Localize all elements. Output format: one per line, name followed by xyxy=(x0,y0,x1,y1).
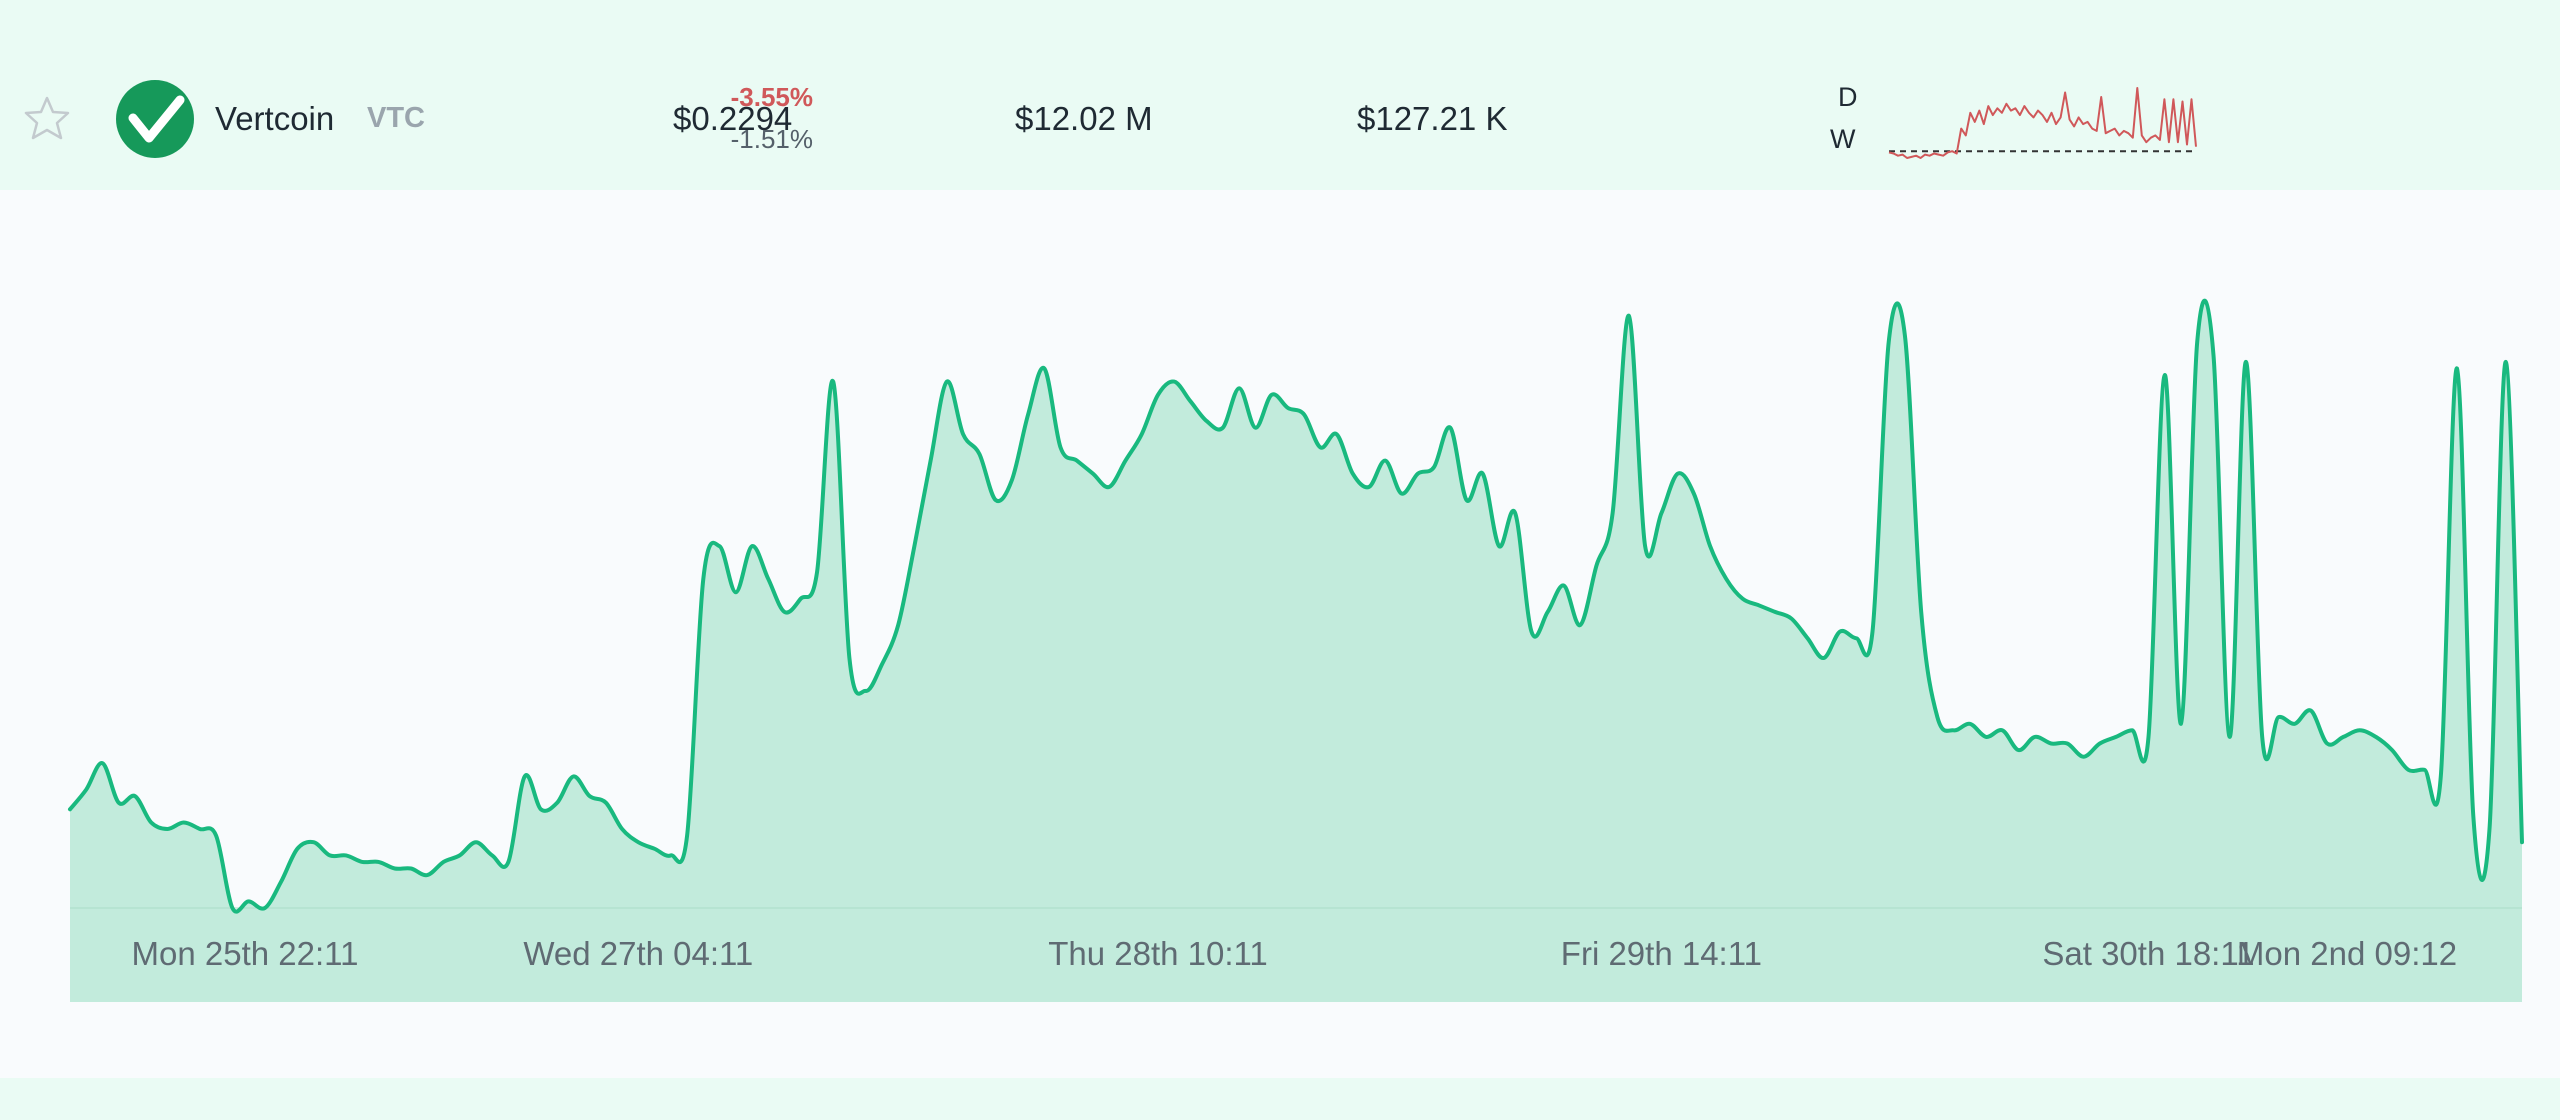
star-outline-icon[interactable] xyxy=(22,94,72,144)
price-chart-panel: Mon 25th 22:11 Wed 27th 04:11 Thu 28th 10:… xyxy=(0,190,2560,1078)
volume: $127.21 K xyxy=(1357,100,1508,137)
x-tick-label: Mon 25th 22:11 xyxy=(132,935,359,972)
price-chart: Mon 25th 22:11 Wed 27th 04:11 Thu 28th 10:… xyxy=(68,298,2524,1002)
x-tick-label: Sat 30th 18:11 xyxy=(2042,935,2254,972)
price-line xyxy=(68,298,2524,914)
coin-row[interactable]: Vertcoin VTC $0.2294 $12.02 M $127.21 K … xyxy=(0,0,2560,190)
change-week: -1.51% xyxy=(730,124,813,154)
vertcoin-logo-icon xyxy=(116,80,194,158)
coin-name[interactable]: Vertcoin xyxy=(215,100,335,137)
x-tick-label: Thu 28th 10:11 xyxy=(1048,935,1268,972)
change-day: -3.55% xyxy=(730,82,813,112)
coin-price: $0.2294 xyxy=(673,100,793,137)
change-day-label: D xyxy=(1838,82,1858,112)
change-week-label: W xyxy=(1830,124,1856,154)
sparkline xyxy=(1888,87,2197,159)
x-tick-label: Mon 2nd 09:12 xyxy=(2237,935,2457,972)
coin-ticker: VTC xyxy=(367,102,425,134)
sparkline-path xyxy=(1888,87,2197,159)
price-area-fill xyxy=(70,300,2522,1002)
x-tick-label: Fri 29th 14:11 xyxy=(1561,935,1762,972)
market-cap: $12.02 M xyxy=(1015,100,1153,137)
x-tick-label: Wed 27th 04:11 xyxy=(523,935,753,972)
